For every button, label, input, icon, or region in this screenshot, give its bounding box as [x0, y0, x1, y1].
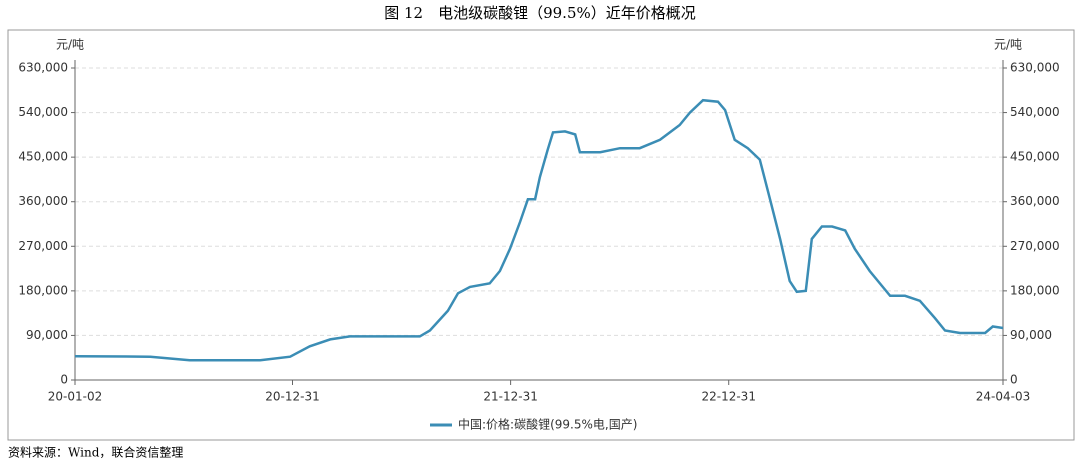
y-tick-label: 360,000 — [18, 194, 68, 208]
series-line — [74, 98, 1004, 362]
chart-title: 图 12 电池级碳酸锂（99.5%）近年价格概况 — [384, 4, 696, 22]
x-tick-label: 24-04-03 — [976, 390, 1030, 404]
source: 资料来源：Wind，联合资信整理 — [8, 445, 183, 460]
y2-tick-label: 540,000 — [1010, 105, 1060, 119]
y-tick-label: 270,000 — [18, 239, 68, 253]
legend-label: 中国:价格:碳酸锂(99.5%电,国产) — [458, 417, 637, 432]
y2-tick-label: 270,000 — [1010, 239, 1060, 253]
x-tick-label: 20-01-02 — [48, 390, 102, 404]
x-tick-label: 20-12-31 — [265, 390, 319, 404]
y2-tick-label: 360,000 — [1010, 194, 1060, 208]
y-tick-label: 180,000 — [18, 283, 68, 297]
y2-tick-label: 630,000 — [1010, 61, 1060, 75]
y-tick-label: 450,000 — [18, 150, 68, 164]
y2-axis-label: 元/吨 — [994, 38, 1022, 52]
frame — [7, 29, 1075, 441]
y2-tick-label: 180,000 — [1010, 283, 1060, 297]
y2-tick-label: 450,000 — [1010, 150, 1060, 164]
y2-tick-label: 0 — [1010, 373, 1018, 387]
y-tick-label: 90,000 — [26, 328, 68, 342]
x-tick-label: 22-12-31 — [701, 390, 755, 404]
y-axis-label: 元/吨 — [56, 38, 84, 52]
x-tick-label: 21-12-31 — [483, 390, 537, 404]
y2-tick-label: 90,000 — [1010, 328, 1052, 342]
y-tick-label: 0 — [60, 373, 68, 387]
y-tick-label: 630,000 — [18, 61, 68, 75]
y-tick-label: 540,000 — [18, 105, 68, 119]
